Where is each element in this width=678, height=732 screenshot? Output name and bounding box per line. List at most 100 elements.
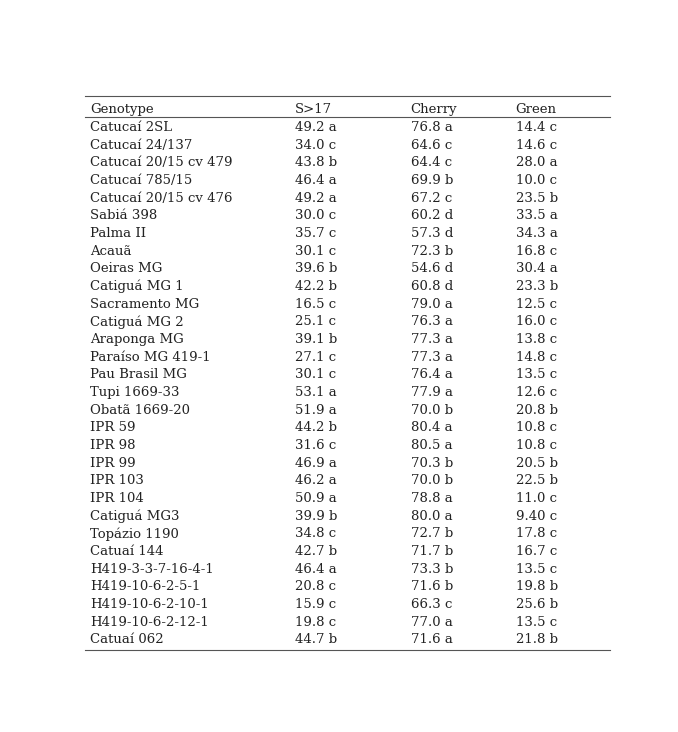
Text: 43.8 b: 43.8 b [295,157,337,170]
Text: 54.6 d: 54.6 d [411,263,453,275]
Text: 57.3 d: 57.3 d [411,227,453,240]
Text: IPR 98: IPR 98 [90,439,136,452]
Text: Catiguá MG3: Catiguá MG3 [90,509,180,523]
Text: 39.1 b: 39.1 b [295,333,337,346]
Text: 80.0 a: 80.0 a [411,509,452,523]
Text: Cherry: Cherry [411,102,457,116]
Text: 53.1 a: 53.1 a [295,386,337,399]
Text: 34.3 a: 34.3 a [516,227,557,240]
Text: 77.3 a: 77.3 a [411,351,452,364]
Text: H419-10-6-2-5-1: H419-10-6-2-5-1 [90,580,201,594]
Text: 72.7 b: 72.7 b [411,527,453,540]
Text: Sacramento MG: Sacramento MG [90,298,199,311]
Text: 34.8 c: 34.8 c [295,527,336,540]
Text: 10.8 c: 10.8 c [516,439,557,452]
Text: 60.8 d: 60.8 d [411,280,453,293]
Text: 76.4 a: 76.4 a [411,368,452,381]
Text: 70.0 b: 70.0 b [411,474,453,488]
Text: 60.2 d: 60.2 d [411,209,453,223]
Text: 13.5 c: 13.5 c [516,368,557,381]
Text: 13.8 c: 13.8 c [516,333,557,346]
Text: 46.4 a: 46.4 a [295,563,337,575]
Text: IPR 103: IPR 103 [90,474,144,488]
Text: 46.4 a: 46.4 a [295,174,337,187]
Text: 27.1 c: 27.1 c [295,351,336,364]
Text: 69.9 b: 69.9 b [411,174,453,187]
Text: Catuaí 062: Catuaí 062 [90,633,163,646]
Text: 46.2 a: 46.2 a [295,474,337,488]
Text: 30.1 c: 30.1 c [295,368,336,381]
Text: 31.6 c: 31.6 c [295,439,336,452]
Text: 21.8 b: 21.8 b [516,633,557,646]
Text: Sabiá 398: Sabiá 398 [90,209,157,223]
Text: 42.2 b: 42.2 b [295,280,337,293]
Text: 14.4 c: 14.4 c [516,122,557,134]
Text: Catuaí 144: Catuaí 144 [90,545,163,558]
Text: 44.2 b: 44.2 b [295,422,337,434]
Text: 71.6 b: 71.6 b [411,580,453,594]
Text: 16.7 c: 16.7 c [516,545,557,558]
Text: Catiguá MG 2: Catiguá MG 2 [90,315,184,329]
Text: 50.9 a: 50.9 a [295,492,337,505]
Text: Green: Green [516,102,557,116]
Text: 79.0 a: 79.0 a [411,298,452,311]
Text: 64.4 c: 64.4 c [411,157,452,170]
Text: IPR 104: IPR 104 [90,492,144,505]
Text: 49.2 a: 49.2 a [295,122,337,134]
Text: 76.3 a: 76.3 a [411,315,452,329]
Text: 16.5 c: 16.5 c [295,298,336,311]
Text: Acauã: Acauã [90,244,132,258]
Text: 30.0 c: 30.0 c [295,209,336,223]
Text: Tupi 1669-33: Tupi 1669-33 [90,386,180,399]
Text: 17.8 c: 17.8 c [516,527,557,540]
Text: Paraíso MG 419-1: Paraíso MG 419-1 [90,351,211,364]
Text: IPR 99: IPR 99 [90,457,136,470]
Text: 39.9 b: 39.9 b [295,509,338,523]
Text: 46.9 a: 46.9 a [295,457,337,470]
Text: Oeiras MG: Oeiras MG [90,263,162,275]
Text: 71.6 a: 71.6 a [411,633,452,646]
Text: 10.0 c: 10.0 c [516,174,557,187]
Text: H419-10-6-2-12-1: H419-10-6-2-12-1 [90,616,209,629]
Text: Araponga MG: Araponga MG [90,333,184,346]
Text: 42.7 b: 42.7 b [295,545,337,558]
Text: 28.0 a: 28.0 a [516,157,557,170]
Text: 20.8 c: 20.8 c [295,580,336,594]
Text: 39.6 b: 39.6 b [295,263,338,275]
Text: 76.8 a: 76.8 a [411,122,452,134]
Text: Pau Brasil MG: Pau Brasil MG [90,368,187,381]
Text: 12.6 c: 12.6 c [516,386,557,399]
Text: 9.40 c: 9.40 c [516,509,557,523]
Text: 71.7 b: 71.7 b [411,545,453,558]
Text: 13.5 c: 13.5 c [516,616,557,629]
Text: Topázio 1190: Topázio 1190 [90,527,179,541]
Text: 33.5 a: 33.5 a [516,209,557,223]
Text: 70.0 b: 70.0 b [411,404,453,417]
Text: H419-3-3-7-16-4-1: H419-3-3-7-16-4-1 [90,563,214,575]
Text: 11.0 c: 11.0 c [516,492,557,505]
Text: 30.4 a: 30.4 a [516,263,557,275]
Text: 44.7 b: 44.7 b [295,633,337,646]
Text: 13.5 c: 13.5 c [516,563,557,575]
Text: 72.3 b: 72.3 b [411,244,453,258]
Text: 23.5 b: 23.5 b [516,192,558,205]
Text: Genotype: Genotype [90,102,154,116]
Text: 66.3 c: 66.3 c [411,598,452,611]
Text: 77.0 a: 77.0 a [411,616,452,629]
Text: Obatã 1669-20: Obatã 1669-20 [90,404,190,417]
Text: 80.4 a: 80.4 a [411,422,452,434]
Text: 80.5 a: 80.5 a [411,439,452,452]
Text: 77.9 a: 77.9 a [411,386,452,399]
Text: 22.5 b: 22.5 b [516,474,557,488]
Text: Catucaí 20/15 cv 479: Catucaí 20/15 cv 479 [90,157,233,170]
Text: 64.6 c: 64.6 c [411,139,452,152]
Text: Catucaí 24/137: Catucaí 24/137 [90,139,193,152]
Text: 73.3 b: 73.3 b [411,563,453,575]
Text: 19.8 b: 19.8 b [516,580,558,594]
Text: H419-10-6-2-10-1: H419-10-6-2-10-1 [90,598,209,611]
Text: 78.8 a: 78.8 a [411,492,452,505]
Text: 51.9 a: 51.9 a [295,404,337,417]
Text: Catiguá MG 1: Catiguá MG 1 [90,280,184,294]
Text: 12.5 c: 12.5 c [516,298,557,311]
Text: 34.0 c: 34.0 c [295,139,336,152]
